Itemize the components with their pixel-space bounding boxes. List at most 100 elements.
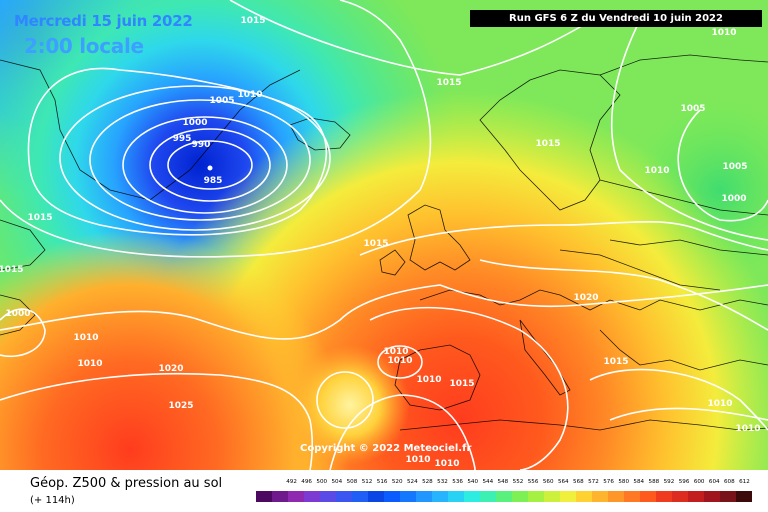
color-scale-label: 528 — [422, 479, 433, 485]
color-scale-label: 568 — [573, 479, 584, 485]
color-scale-label: 548 — [497, 479, 509, 485]
color-scale-label: 516 — [376, 479, 388, 485]
isobar-label: 1015 — [240, 16, 266, 26]
color-scale-label: 512 — [361, 479, 373, 485]
color-scale-swatch — [688, 491, 704, 502]
isobar-label: 1000 — [721, 194, 747, 204]
color-scale-swatch — [736, 491, 752, 502]
color-scale-swatch — [368, 491, 384, 502]
legend-bar: Géop. Z500 & pression au sol (+ 114h) 49… — [0, 470, 768, 512]
color-scale-label: 600 — [693, 479, 705, 485]
color-scale-label: 492 — [286, 479, 297, 485]
color-scale-label: 524 — [406, 479, 418, 485]
isobar-label: 1025 — [168, 401, 194, 411]
isobar-label: 1010 — [73, 333, 99, 343]
color-scale-swatch — [256, 491, 272, 502]
color-scale-swatch — [304, 491, 320, 502]
color-scale-labels: 492 496 500 504 508 512 516 520 524 528 532 536 540 5… — [284, 479, 752, 489]
color-scale-swatch — [624, 491, 640, 502]
isobar-label: 1010 — [416, 375, 442, 385]
color-scale-swatch — [704, 491, 720, 502]
isobar-label: 1005 — [209, 96, 235, 106]
color-scale-label: 564 — [557, 479, 569, 485]
color-scale-swatch — [464, 491, 480, 502]
color-scale-swatch — [576, 491, 592, 502]
color-scale-label: 500 — [316, 479, 328, 485]
isobar-label: 1010 — [77, 359, 103, 369]
isobar-label: 1010 — [237, 90, 263, 100]
color-scale-swatch — [672, 491, 688, 502]
color-scale-swatch — [720, 491, 736, 502]
color-scale-swatch — [448, 491, 464, 502]
color-scale-label: 576 — [603, 479, 614, 485]
isobar-label: 1010 — [405, 455, 431, 465]
color-scale-swatch — [336, 491, 352, 502]
color-scale-swatch — [480, 491, 496, 502]
isobar-label: 1015 — [0, 265, 24, 275]
isobar-label: 995 — [172, 134, 192, 144]
color-scale-swatch — [544, 491, 560, 502]
color-scale-label: 604 — [708, 479, 720, 485]
isobar-label: 985 — [203, 176, 223, 186]
field-title: Géop. Z500 & pression au sol — [30, 476, 223, 491]
color-scale-swatch — [496, 491, 512, 502]
isobar-label: 1020 — [158, 364, 184, 374]
isobar-label: 1000 — [182, 118, 208, 128]
low-center-marker — [207, 165, 213, 171]
color-scale-swatch — [288, 491, 304, 502]
color-scale-swatch — [560, 491, 576, 502]
color-scale-label: 592 — [663, 479, 675, 485]
color-scale-label: 580 — [618, 479, 630, 485]
color-scale-swatch — [592, 491, 608, 502]
color-scale-label: 596 — [678, 479, 690, 485]
color-scale-label: 496 — [301, 479, 312, 485]
color-scale-label: 584 — [633, 479, 645, 485]
color-scale-label: 532 — [437, 479, 448, 485]
forecast-lead-time: (+ 114h) — [30, 495, 75, 506]
valid-date-title: Mercredi 15 juin 2022 — [14, 12, 193, 30]
isobar-label: 1010 — [383, 347, 409, 357]
isobar-label: 1000 — [5, 309, 31, 319]
color-scale — [256, 491, 752, 502]
color-scale-label: 608 — [724, 479, 735, 485]
color-scale-swatch — [320, 491, 336, 502]
color-scale-swatch — [640, 491, 656, 502]
color-scale-swatch — [272, 491, 288, 502]
color-scale-swatch — [512, 491, 528, 502]
isobar-label: 1015 — [27, 213, 53, 223]
color-scale-swatch — [384, 491, 400, 502]
isobar-label: 1020 — [573, 293, 599, 303]
color-scale-swatch — [656, 491, 672, 502]
isobar-label: 1015 — [363, 239, 389, 249]
isobar-label: 1005 — [722, 162, 748, 172]
copyright-notice: Copyright © 2022 Meteociel.fr — [300, 443, 472, 454]
isobar-label: 1010 — [735, 424, 761, 434]
isobar-label: 1010 — [434, 459, 460, 469]
color-scale-label: 556 — [527, 479, 539, 485]
color-scale-label: 544 — [482, 479, 494, 485]
color-scale-label: 540 — [467, 479, 479, 485]
isobars — [0, 0, 768, 470]
color-scale-label: 508 — [346, 479, 358, 485]
isobar-label: 1010 — [387, 356, 413, 366]
geopotential-map-canvas — [0, 0, 768, 470]
color-scale-swatch — [400, 491, 416, 502]
color-scale-swatch — [432, 491, 448, 502]
isobar-label: 1015 — [535, 139, 561, 149]
color-scale-label: 588 — [648, 479, 660, 485]
isobar-label: 1010 — [644, 166, 670, 176]
color-scale-label: 572 — [588, 479, 599, 485]
color-scale-swatch — [608, 491, 624, 502]
color-scale-swatch — [352, 491, 368, 502]
isobar-label: 1010 — [711, 28, 737, 38]
color-scale-label: 560 — [542, 479, 554, 485]
isobar-label: 1005 — [680, 104, 706, 114]
valid-time-title: 2:00 locale — [24, 34, 144, 58]
color-scale-label: 520 — [391, 479, 403, 485]
color-scale-label: 552 — [512, 479, 524, 485]
color-scale-label: 536 — [452, 479, 463, 485]
color-scale-swatch — [528, 491, 544, 502]
isobar-label: 1015 — [436, 78, 462, 88]
isobar-label: 1015 — [449, 379, 475, 389]
iberian-cut-off-field — [0, 0, 768, 470]
